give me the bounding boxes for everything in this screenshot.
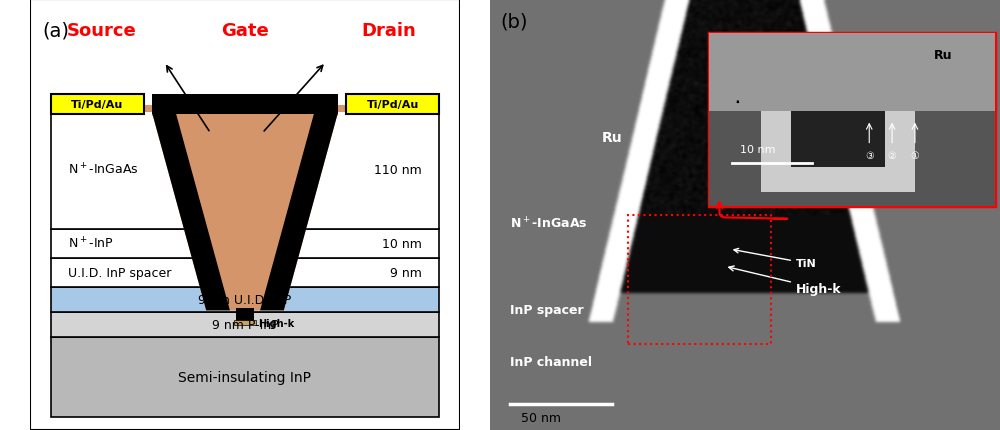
Text: Drain: Drain: [361, 22, 416, 40]
Text: TiN/Ru: TiN/Ru: [213, 95, 260, 108]
Bar: [144, 105, 154, 113]
Bar: [709, 34, 995, 206]
Text: 10 nm: 10 nm: [740, 144, 776, 155]
Text: (a): (a): [42, 22, 69, 40]
Text: 9 nm P-InP: 9 nm P-InP: [212, 319, 278, 332]
Bar: [51, 312, 439, 338]
Text: 9 nm: 9 nm: [390, 266, 422, 279]
FancyArrow shape: [737, 101, 739, 103]
Bar: [885, 112, 915, 193]
Bar: [709, 34, 995, 206]
Text: U.I.D. InP spacer: U.I.D. InP spacer: [68, 266, 172, 279]
Text: InP spacer: InP spacer: [510, 303, 584, 316]
Text: 110 nm: 110 nm: [374, 163, 422, 176]
Text: N$^+$-InP: N$^+$-InP: [68, 236, 114, 252]
Bar: [51, 258, 439, 287]
Bar: [51, 229, 439, 258]
Bar: [51, 95, 144, 114]
Polygon shape: [260, 114, 338, 310]
Bar: [709, 34, 995, 112]
Polygon shape: [152, 114, 230, 310]
Text: TiN: TiN: [734, 249, 817, 269]
Bar: [51, 110, 439, 229]
Text: 50 nm: 50 nm: [521, 412, 561, 424]
Bar: [628, 215, 770, 344]
Bar: [346, 95, 439, 114]
Text: InP channel: InP channel: [510, 355, 592, 368]
Bar: [51, 287, 439, 312]
Bar: [152, 108, 338, 117]
Text: (b): (b): [500, 13, 528, 32]
Text: High-k: High-k: [258, 318, 294, 328]
Text: Semi-insulating InP: Semi-insulating InP: [178, 370, 312, 384]
Bar: [51, 338, 439, 417]
Polygon shape: [152, 114, 338, 310]
Text: ②: ②: [888, 150, 896, 160]
Text: Ti/Pd/Au: Ti/Pd/Au: [366, 100, 419, 110]
Text: ①: ①: [911, 150, 919, 160]
Text: Ru: Ru: [934, 49, 953, 61]
Bar: [152, 95, 338, 114]
Bar: [761, 112, 791, 193]
Text: 10 nm: 10 nm: [382, 237, 422, 250]
Text: High-k: High-k: [729, 266, 842, 295]
Text: Ti/Pd/Au: Ti/Pd/Au: [71, 100, 124, 110]
Text: N$^+$-InGaAs: N$^+$-InGaAs: [68, 162, 139, 177]
Text: 9 nm U.I.D. InP: 9 nm U.I.D. InP: [198, 293, 292, 306]
Bar: [336, 105, 346, 113]
Bar: [761, 167, 895, 193]
Text: ③: ③: [865, 150, 874, 160]
Text: Ru: Ru: [602, 131, 623, 144]
Bar: [236, 308, 254, 321]
Text: Gate: Gate: [221, 22, 269, 40]
Bar: [234, 320, 256, 326]
Bar: [791, 112, 885, 167]
Text: N$^+$-InGaAs: N$^+$-InGaAs: [510, 216, 588, 231]
Text: Source: Source: [67, 22, 137, 40]
